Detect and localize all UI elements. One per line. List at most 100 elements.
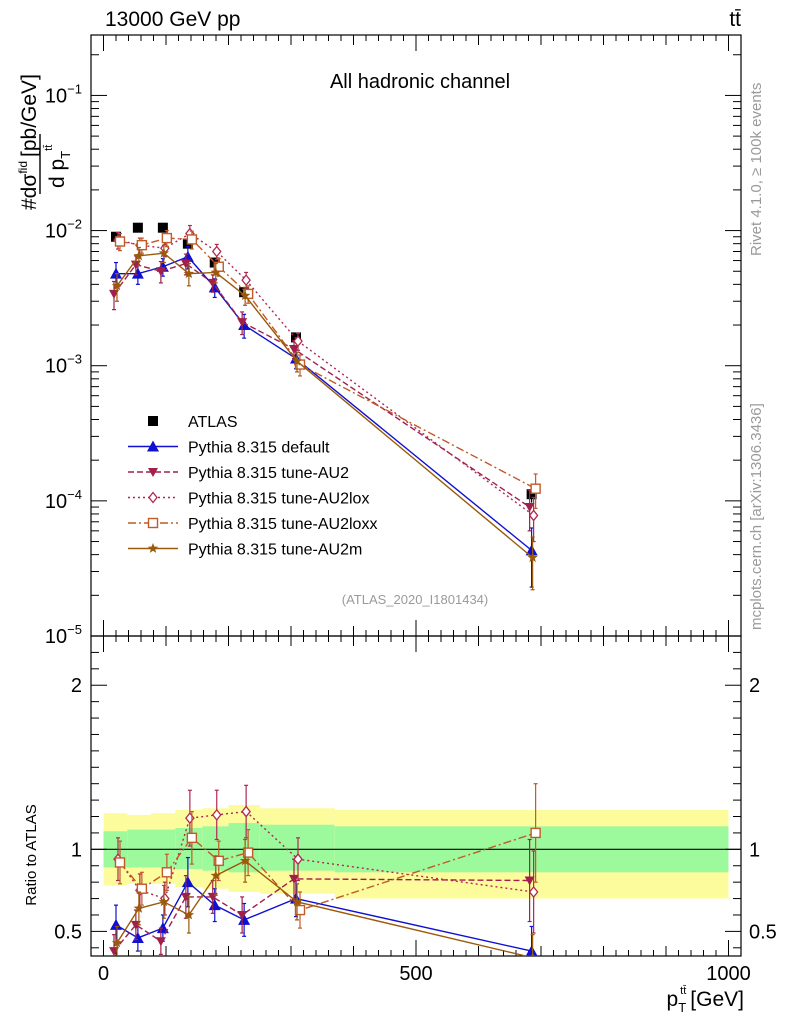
ratio-data-point [208,899,221,911]
main-y-tick-label: 10−3 [45,352,82,378]
legend-marker [147,543,159,553]
data-point [527,552,538,563]
ratio-data-point [238,913,251,925]
ratio-data-point [211,808,222,821]
ratio-data-point [114,857,126,868]
legend-label: Pythia 8.315 tune-AU2m [188,542,362,559]
series-line [119,237,536,490]
series-0 [111,222,537,503]
ratio-data-point [525,945,538,956]
data-point [528,509,539,522]
ratio-data-point [241,805,251,818]
ratio-series-4 [111,838,538,956]
ratio-data-point [527,952,538,956]
data-point [181,250,194,262]
legend-label: Pythia 8.315 tune-AU2lox [188,491,369,508]
ratio-y-tick-label-right: 2 [749,675,760,697]
series-5 [111,244,538,591]
legend-label: Pythia 8.315 tune-AU2 [188,465,349,482]
ratio-panel: 0 500 1000 0.5 0.5 1 1 2 2 [54,635,777,985]
series-line [116,255,533,551]
xlabel-base: p [667,988,679,1011]
x-tick-label: 1000 [706,963,751,985]
data-point [238,319,251,331]
ratio-series-1 [109,838,535,956]
data-point [524,503,535,513]
ratio-data-point [158,896,170,907]
ratio-data-point [524,876,535,886]
legend-label: Pythia 8.315 tune-AU2loxx [188,516,377,533]
ylabel-sup: fid [16,161,30,174]
legend-marker [148,468,158,477]
ratio-series-line [115,881,532,952]
series-1 [110,246,538,588]
ratio-series-3 [114,783,541,929]
ratio-y-tick-label: 2 [71,675,82,697]
tick-exponent: −4 [67,487,82,502]
ratio-y-tick-label-right: 1 [749,839,760,861]
tick-exponent: −3 [67,352,82,367]
ratio-data-point [155,937,166,947]
ylabel-denominator: d p [46,159,69,188]
legend-marker [147,440,159,452]
data-point [211,245,222,258]
ratio-data-point [293,853,303,866]
data-point [180,259,191,269]
data-point [114,236,126,247]
ratio-data-point [291,896,303,907]
ratio-data-point [528,885,539,899]
rivet-version-label: Rivet 4.1.0, ≥ 100k events [748,83,765,256]
ratio-data-point [180,892,191,902]
x-axis-label: pTtt̄ [GeV] [667,985,744,1015]
ratio-data-point [186,832,198,844]
legend-label: ATLAS [188,414,238,431]
ratio-series-line [113,878,530,952]
main-y-tick-label: 10−2 [45,217,82,243]
ylabel-numerator: #dσ [18,174,41,210]
ratio-y-tick-label-right: 0.5 [749,921,777,943]
ratio-data-point [131,931,144,943]
tick-base: 10 [45,221,67,243]
legend-marker [148,416,158,426]
ratio-data-point [242,847,254,858]
data-point [111,280,123,291]
tick-base: 10 [45,356,67,378]
data-point [526,489,537,500]
ylabel-sub: T [58,151,73,159]
data-point [155,267,166,277]
header-process-label: tt̄ [729,8,741,31]
legend: ATLAS Pythia 8.315 default Pythia 8.315 tu… [128,414,377,559]
series-line [116,252,534,559]
ratio-data-point [161,867,173,878]
legend-item: ATLAS [148,414,238,431]
ratio-data-point [111,937,123,948]
tick-exponent: −2 [67,217,82,232]
legend-item: Pythia 8.315 tune-AU2 [128,465,349,482]
data-point [289,344,299,354]
series-2 [109,253,535,532]
tick-base: 10 [45,85,67,107]
xlabel-sub: T [678,1000,686,1015]
legend-label: Pythia 8.315 default [188,440,330,457]
main-y-tick-label: 10−5 [45,622,82,648]
main-y-tick-label: 10−1 [45,81,82,107]
data-point [132,222,143,233]
ratio-y-axis-label: Ratio to ATLAS [23,804,40,905]
ratio-data-point [239,855,251,866]
data-point [183,268,195,279]
data-point [161,232,173,244]
ratio-data-point [210,870,221,880]
data-point [239,290,251,301]
tick-exponent: −1 [67,81,82,96]
legend-marker [147,517,159,529]
data-point [530,483,541,494]
mcplots-label: mcplots.cern.ch [arXiv:1306.3436] [748,403,765,630]
main-y-tick-label: 10−4 [45,487,82,513]
chart-title: All hadronic channel [330,71,510,93]
tick-base: 10 [45,626,67,648]
tick-exponent: −5 [67,622,82,637]
ratio-data-point [294,904,306,916]
legend-item: Pythia 8.315 tune-AU2m [128,542,362,559]
